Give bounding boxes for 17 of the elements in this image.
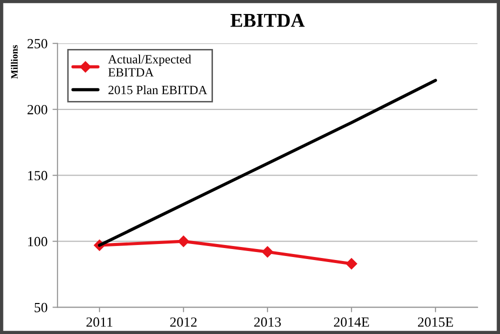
- y-tick-label: 200: [28, 104, 48, 114]
- x-tick-label: 2015E: [418, 317, 453, 327]
- y-tick-label: 150: [28, 170, 48, 180]
- x-tick-label: 2011: [86, 317, 112, 327]
- point: [178, 236, 190, 247]
- y-tick-label: 100: [28, 236, 48, 246]
- y-axis-title: Millions: [10, 45, 18, 79]
- point: [262, 246, 274, 258]
- y-tick-label: 50: [34, 302, 48, 312]
- y-tick-label: 250: [28, 39, 48, 48]
- chart-title: EBITDA: [230, 14, 305, 27]
- legend-label: Actual/Expected EBITDA: [108, 54, 192, 76]
- x-tick-label: 2012: [170, 317, 197, 327]
- legend-label: 2015 Plan EBITDA: [108, 85, 208, 94]
- x-tick-label: 2014E: [334, 317, 369, 327]
- x-tick-label: 2013: [254, 317, 281, 327]
- point: [346, 258, 358, 270]
